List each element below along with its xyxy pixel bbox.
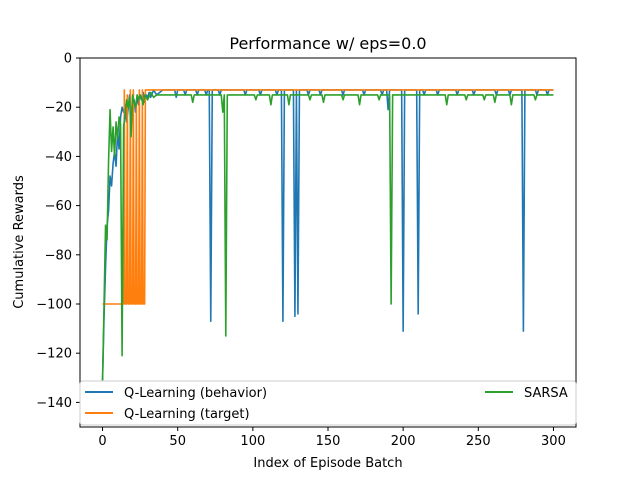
series-line-2 xyxy=(101,91,554,381)
legend-label-q-behavior: Q-Learning (behavior) xyxy=(124,386,267,401)
y-tick-label: −80 xyxy=(45,248,72,263)
x-tick-label: 150 xyxy=(316,434,341,449)
x-tick-label: 50 xyxy=(169,434,186,449)
series-line-1 xyxy=(102,89,554,305)
legend-box xyxy=(79,380,577,426)
x-tick-label: 300 xyxy=(541,434,566,449)
legend: Q-Learning (behavior) Q-Learning (target… xyxy=(79,380,577,426)
y-tick-label: −40 xyxy=(45,150,72,165)
chart-title: Performance w/ eps=0.0 xyxy=(229,34,426,53)
y-tick-label: −100 xyxy=(36,298,72,313)
plot-area xyxy=(80,58,576,427)
x-tick-label: 0 xyxy=(98,434,106,449)
y-tick-label: −60 xyxy=(45,199,72,214)
series-layer xyxy=(101,89,554,381)
y-tick-label: −120 xyxy=(36,347,72,362)
ticks-layer: 0 50 100 150 200 250 300 0 −20 −40 −60 −80 −100 −120 −… xyxy=(36,52,566,450)
x-tick-label: 250 xyxy=(466,434,491,449)
plot-frame xyxy=(79,57,577,428)
y-tick-label: −140 xyxy=(36,396,72,411)
x-tick-label: 100 xyxy=(240,434,265,449)
legend-label-sarsa: SARSA xyxy=(524,386,568,401)
y-tick-label: 0 xyxy=(64,52,72,67)
legend-label-q-target: Q-Learning (target) xyxy=(124,407,250,422)
x-tick-label: 200 xyxy=(391,434,416,449)
x-axis-title: Index of Episode Batch xyxy=(253,456,402,471)
y-tick-label: −20 xyxy=(45,101,72,116)
y-axis-title: Cumulative Rewards xyxy=(12,175,27,309)
